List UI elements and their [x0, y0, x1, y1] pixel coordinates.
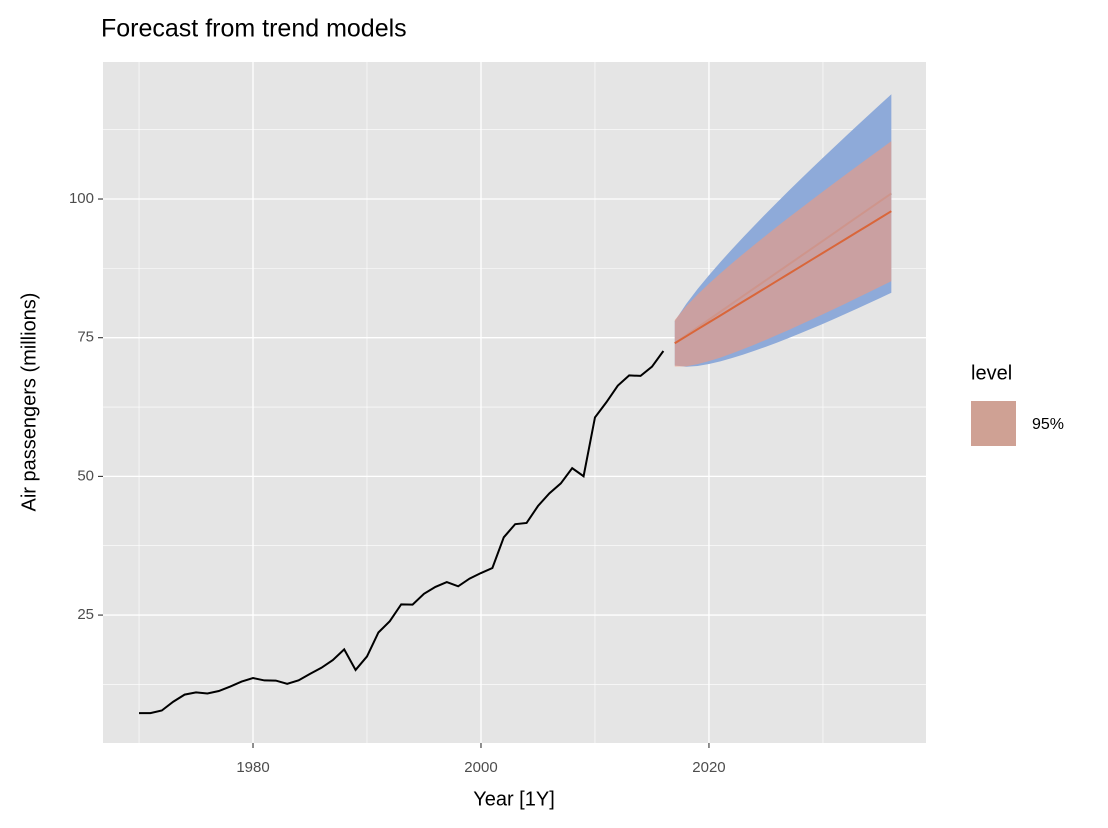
- plot-panel: [103, 62, 926, 743]
- y-tick-label: 25: [77, 606, 94, 623]
- legend-title: level: [971, 362, 1012, 384]
- y-tick-label: 75: [77, 329, 94, 346]
- x-axis-title: Year [1Y]: [473, 788, 555, 810]
- panel-background: [103, 62, 926, 743]
- chart-title: Forecast from trend models: [101, 15, 407, 43]
- x-tick-label: 2020: [692, 759, 725, 776]
- legend-key: [971, 401, 1016, 446]
- y-axis-title: Air passengers (millions): [18, 293, 40, 512]
- series-line: [139, 350, 665, 715]
- y-tick-label: 50: [77, 467, 94, 484]
- y-tick-label: 100: [69, 190, 94, 207]
- x-tick-label: 1980: [236, 759, 269, 776]
- forecast-line: [674, 210, 892, 345]
- legend-label: 95%: [1032, 416, 1064, 433]
- x-tick-label: 2000: [464, 759, 497, 776]
